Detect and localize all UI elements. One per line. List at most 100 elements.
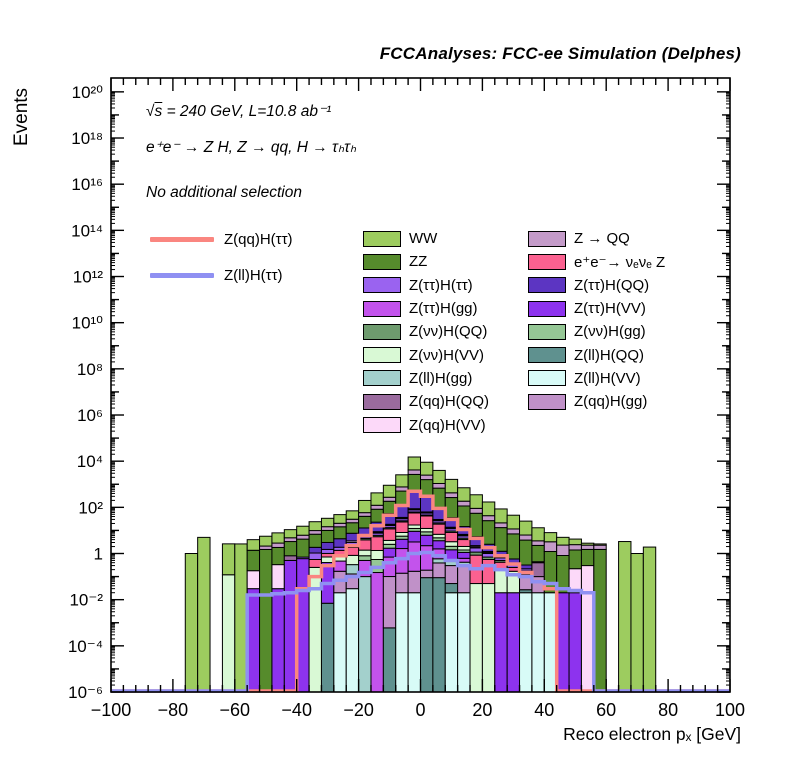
stack-segment (519, 539, 533, 566)
stack-segment (345, 546, 360, 556)
stack-segment (407, 469, 421, 475)
legend-swatch (363, 347, 401, 364)
legend-label: Z(νν)H(VV) (409, 346, 484, 364)
legend-swatch (363, 417, 401, 434)
y-tick-label: 10⁶ (77, 406, 103, 425)
x-tick-label: 20 (472, 700, 492, 720)
stack-segment (259, 545, 273, 550)
stack-segment (494, 522, 508, 529)
legend-label: e⁺e⁻→ νₑνₑ Z (574, 253, 666, 271)
legend-item: Z(qq)H(VV) (363, 413, 489, 436)
annotation-selection: No additional selection (146, 184, 302, 201)
stack-segment (407, 512, 421, 526)
legend-item: Z(qq)H(gg) (528, 390, 665, 413)
stack-segment (457, 551, 471, 559)
stack-segment (531, 576, 545, 594)
stack-segment (333, 538, 347, 548)
stack-segment (370, 536, 384, 551)
legend-swatch (363, 230, 401, 247)
stack-segment (457, 557, 471, 563)
stack-segment (184, 553, 199, 693)
stack-segment (469, 507, 483, 514)
stack-segment (382, 556, 397, 578)
legend-label: Z(νν)H(QQ) (409, 323, 488, 341)
stack-segment (358, 499, 372, 514)
stack-segment (519, 534, 533, 541)
stack-segment (420, 534, 434, 547)
legend-label: Z(ττ)H(VV) (574, 300, 646, 318)
stack-segment (370, 572, 384, 693)
stack-segment (382, 627, 397, 693)
stack-segment (395, 538, 409, 550)
legend-swatch (150, 273, 214, 278)
legend-swatch (363, 277, 401, 294)
x-tick-label: 40 (534, 700, 554, 720)
sqrt-symbol: √ (146, 103, 155, 120)
stack-segment (308, 546, 322, 554)
legend-swatch (528, 230, 566, 247)
stack-segment (358, 555, 372, 561)
y-tick-label: 10⁻² (69, 591, 103, 610)
stack-segment (320, 548, 335, 554)
stack-segment (568, 544, 582, 551)
stack-segment (345, 532, 360, 542)
stack-segment (531, 540, 545, 546)
stack-segment (395, 531, 409, 537)
stack-segment (234, 543, 248, 693)
stack-segment (333, 570, 347, 594)
annotation-energy: √s = 240 GeV, L=10.8 ab⁻¹ (146, 102, 331, 121)
stack-segment (345, 564, 360, 575)
legend-item: Z(νν)H(gg) (528, 320, 665, 343)
stack-segment (432, 487, 446, 508)
stack-segment (580, 565, 595, 693)
stack-segment (259, 535, 273, 547)
legend-label: Z(qq)H(VV) (409, 416, 486, 434)
legend-swatch (363, 300, 401, 317)
stack-segment (395, 548, 409, 574)
stack-segment (481, 520, 496, 545)
stack-segment (469, 494, 483, 509)
overlay-line (111, 550, 730, 693)
x-tick-label: −40 (281, 700, 312, 720)
stack-segment (444, 541, 459, 547)
stack-segment (296, 558, 310, 693)
stack-segment (345, 554, 360, 566)
stack-segment (618, 541, 632, 693)
stack-segment (469, 512, 483, 538)
stack-segment (271, 588, 285, 693)
stack-segment (494, 508, 508, 524)
legend-label: Z(ll)H(QQ) (574, 346, 644, 364)
stack-segment (370, 550, 384, 560)
stack-segment (358, 539, 372, 551)
stack-segment (382, 500, 397, 515)
stack-segment (382, 484, 397, 498)
legend-label: Z(ll)H(gg) (409, 369, 473, 387)
x-tick-label: 80 (658, 700, 678, 720)
stack-segment (407, 491, 421, 510)
stack-segment (296, 525, 310, 536)
x-tick-label: 0 (415, 700, 425, 720)
stack-segment (345, 522, 360, 534)
legend-label: Z(ll)H(ττ) (224, 267, 283, 284)
stack-segment (481, 583, 496, 693)
stack-segment (506, 533, 521, 560)
stack-segment (556, 592, 570, 693)
energy-text: = 240 GeV, L=10.8 ab⁻¹ (162, 103, 332, 120)
legend-label: Z(ττ)H(ττ) (409, 276, 473, 294)
stack-segment (494, 568, 508, 594)
stack-segment (246, 549, 261, 572)
legend-item: WW (363, 227, 489, 250)
legend-label: Z(ττ)H(gg) (409, 300, 478, 318)
stack-segment (556, 544, 570, 557)
stack-segment (457, 545, 471, 551)
y-tick-label: 10⁻⁶ (68, 683, 103, 702)
stack-segment (457, 505, 471, 528)
stack-segment (382, 539, 397, 545)
stack-segment (283, 559, 298, 693)
stack-segment (543, 532, 558, 543)
legend-swatch (528, 277, 566, 294)
x-tick-label: −100 (91, 700, 132, 720)
stack-segment (432, 562, 446, 579)
stack-segment (370, 504, 384, 510)
